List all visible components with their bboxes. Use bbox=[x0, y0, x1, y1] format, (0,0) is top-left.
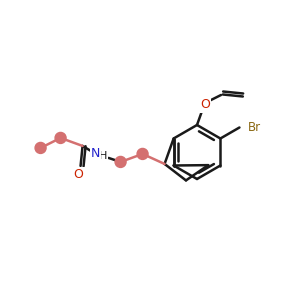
Circle shape bbox=[115, 156, 126, 167]
Circle shape bbox=[55, 132, 66, 143]
Text: H: H bbox=[98, 151, 107, 161]
Circle shape bbox=[137, 148, 148, 159]
Text: N: N bbox=[91, 147, 100, 161]
Text: O: O bbox=[200, 98, 210, 112]
Text: Br: Br bbox=[248, 121, 261, 134]
Text: O: O bbox=[74, 168, 83, 182]
Circle shape bbox=[35, 142, 46, 153]
